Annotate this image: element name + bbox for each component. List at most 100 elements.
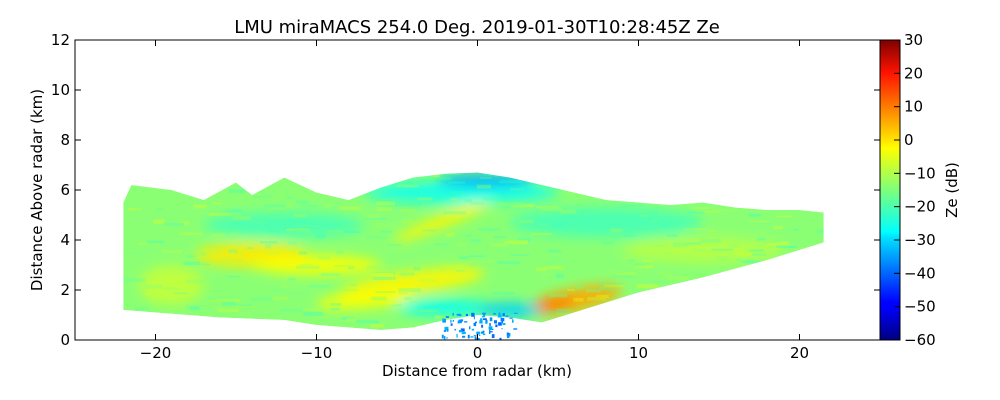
colorbar-tick-label: −40 bbox=[904, 264, 936, 282]
clutter-speckle bbox=[445, 327, 447, 330]
echo-texel bbox=[634, 265, 654, 269]
echo-texel bbox=[597, 271, 614, 275]
echo-texel bbox=[623, 257, 635, 260]
echo-texel bbox=[125, 252, 142, 254]
echo-texel bbox=[392, 313, 403, 315]
clutter-speckle bbox=[444, 320, 446, 323]
colorbar-tick-label: −60 bbox=[904, 331, 936, 349]
echo-feature bbox=[316, 290, 413, 310]
echo-texel bbox=[658, 273, 672, 277]
echo-texel bbox=[293, 213, 307, 218]
clutter-speckle bbox=[483, 318, 487, 321]
clutter-speckle bbox=[470, 336, 474, 338]
echo-texel bbox=[587, 296, 606, 301]
echo-texel bbox=[156, 207, 163, 210]
echo-texel bbox=[391, 304, 402, 307]
echo-feature bbox=[203, 212, 365, 238]
echo-texel bbox=[315, 234, 326, 239]
clutter-speckle bbox=[460, 328, 465, 332]
echo-texel bbox=[364, 217, 387, 220]
echo-texel bbox=[400, 209, 416, 212]
echo-texel bbox=[166, 210, 183, 215]
echo-texel bbox=[350, 283, 357, 287]
echo-texel bbox=[211, 233, 225, 237]
echo-texel bbox=[185, 305, 208, 309]
echo-texel bbox=[279, 308, 304, 312]
echo-texel bbox=[396, 184, 419, 188]
echo-texel bbox=[265, 244, 272, 249]
echo-texel bbox=[642, 259, 652, 264]
echo-texel bbox=[448, 181, 466, 184]
echo-texel bbox=[555, 274, 564, 279]
echo-texel bbox=[640, 214, 648, 217]
echo-texel bbox=[547, 249, 562, 253]
echo-texel bbox=[299, 251, 308, 255]
echo-texel bbox=[336, 250, 344, 254]
echo-texel bbox=[549, 293, 568, 298]
echo-texel bbox=[638, 262, 651, 265]
echo-texel bbox=[128, 208, 142, 211]
echo-texel bbox=[218, 308, 239, 313]
echo-texel bbox=[497, 261, 520, 265]
echo-texel bbox=[659, 213, 678, 216]
echo-texel bbox=[296, 200, 309, 204]
echo-texel bbox=[602, 241, 613, 245]
echo-texel bbox=[228, 252, 244, 255]
echo-texel bbox=[443, 211, 466, 215]
echo-feature bbox=[392, 198, 498, 242]
echo-texel bbox=[792, 228, 799, 231]
echo-texel bbox=[289, 221, 306, 225]
x-tick-label: 0 bbox=[473, 344, 483, 362]
echo-texel bbox=[741, 260, 763, 263]
echo-texel bbox=[772, 247, 784, 251]
echo-texel bbox=[373, 277, 396, 280]
echo-texel bbox=[415, 278, 430, 282]
echo-texel bbox=[394, 202, 418, 205]
echo-texel bbox=[649, 244, 667, 247]
clutter-speckle bbox=[469, 326, 471, 330]
echo-texel bbox=[342, 230, 361, 233]
echo-texel bbox=[686, 270, 703, 275]
echo-texel bbox=[246, 247, 254, 249]
colorbar-tick-label: 30 bbox=[904, 31, 923, 49]
echo-texel bbox=[387, 244, 402, 247]
echo-texel bbox=[683, 216, 700, 218]
echo-texel bbox=[432, 173, 440, 178]
echo-texel bbox=[512, 204, 535, 208]
echo-texel bbox=[232, 216, 251, 220]
echo-texel bbox=[213, 212, 220, 216]
y-tick-label: 6 bbox=[60, 181, 70, 199]
clutter-speckle bbox=[454, 328, 456, 331]
echo-texel bbox=[286, 228, 310, 232]
clutter-speckle bbox=[458, 319, 462, 324]
colorbar-tick-label: 20 bbox=[904, 64, 923, 82]
echo-texel bbox=[197, 263, 211, 266]
clutter-speckle bbox=[474, 336, 477, 340]
echo-texel bbox=[478, 227, 501, 231]
y-tick-label: 8 bbox=[60, 131, 70, 149]
echo-texel bbox=[574, 210, 594, 212]
echo-texel bbox=[776, 215, 793, 218]
echo-texel bbox=[272, 296, 289, 300]
x-tick-label: −10 bbox=[301, 344, 333, 362]
clutter-speckle bbox=[465, 313, 468, 316]
echo-texel bbox=[282, 204, 293, 208]
echo-texel bbox=[469, 202, 484, 205]
x-tick-label: −20 bbox=[140, 344, 172, 362]
echo-texel bbox=[280, 286, 288, 288]
echo-texel bbox=[535, 267, 547, 272]
echo-texel bbox=[147, 242, 155, 246]
echo-texel bbox=[682, 242, 702, 245]
clutter-speckle bbox=[446, 329, 449, 332]
echo-texel bbox=[321, 273, 341, 276]
clutter-speckle bbox=[498, 322, 502, 326]
echo-texel bbox=[715, 209, 732, 212]
echo-texel bbox=[786, 246, 807, 250]
echo-texel bbox=[380, 230, 393, 233]
echo-texel bbox=[237, 312, 250, 316]
clutter-speckle bbox=[489, 317, 493, 322]
echo-texel bbox=[602, 270, 623, 274]
echo-texel bbox=[441, 172, 461, 176]
echo-texel bbox=[717, 256, 728, 259]
clutter-speckle bbox=[456, 333, 458, 338]
